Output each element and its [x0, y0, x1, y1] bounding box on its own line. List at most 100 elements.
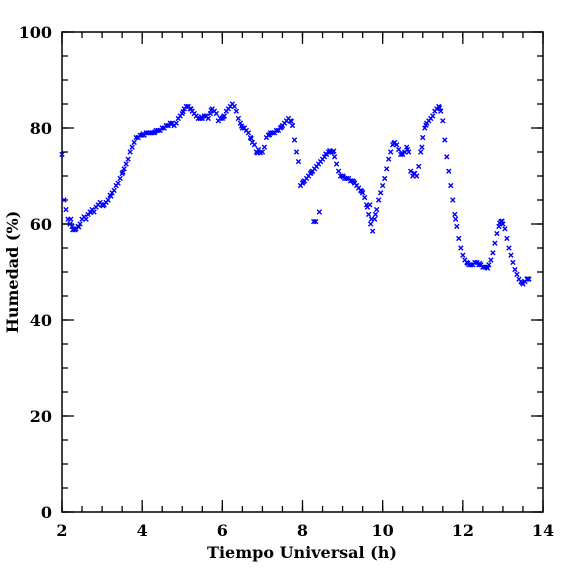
y-tick-label: 20	[30, 407, 52, 426]
data-point	[205, 115, 211, 122]
x-tick-label: 14	[532, 521, 554, 540]
data-point	[77, 221, 83, 227]
data-point	[266, 132, 273, 138]
data-point	[198, 114, 205, 120]
data-point	[367, 202, 373, 208]
x-tick-label: 2	[56, 521, 67, 540]
data-point	[446, 168, 452, 174]
y-tick-label: 0	[41, 503, 52, 522]
data-point	[450, 197, 456, 203]
data-point	[188, 106, 194, 112]
y-tick-label: 100	[19, 23, 52, 42]
data-point	[525, 276, 531, 282]
data-point	[420, 134, 426, 141]
y-tick-label: 40	[30, 311, 52, 330]
data-point	[404, 146, 411, 153]
data-point	[391, 140, 397, 147]
data-point	[340, 174, 347, 180]
data-point	[456, 235, 462, 242]
data-point	[251, 142, 258, 148]
data-point	[458, 245, 464, 251]
data-point	[331, 154, 338, 160]
data-point	[233, 108, 240, 114]
data-point	[123, 161, 129, 167]
data-point	[295, 158, 302, 165]
data-point	[331, 148, 337, 154]
data-point	[231, 103, 238, 110]
data-point	[323, 151, 329, 157]
data-point	[63, 206, 69, 213]
data-point	[452, 211, 458, 218]
data-point	[502, 226, 508, 232]
data-point	[385, 156, 392, 162]
data-point	[490, 250, 496, 256]
data-point	[111, 187, 117, 194]
data-point	[127, 149, 133, 155]
data-point	[120, 169, 126, 175]
x-axis-title: Tiempo Universal (h)	[207, 543, 397, 562]
data-point	[519, 279, 525, 286]
data-point	[444, 154, 450, 160]
x-tick-label: 10	[372, 521, 394, 540]
data-point	[368, 216, 375, 222]
data-point	[365, 211, 372, 218]
x-tick-label: 8	[297, 521, 308, 540]
data-point	[373, 206, 380, 213]
data-point	[168, 121, 174, 127]
data-point	[208, 107, 214, 113]
data-point	[288, 118, 294, 124]
data-point	[83, 216, 89, 222]
data-point	[387, 149, 394, 155]
data-point	[300, 179, 306, 185]
data-point	[248, 135, 254, 142]
data-point	[173, 120, 179, 126]
data-point	[361, 194, 368, 201]
data-point	[486, 262, 492, 268]
data-point	[394, 142, 400, 148]
data-point	[108, 193, 114, 199]
data-point	[238, 123, 245, 129]
data-point	[213, 110, 220, 117]
data-point	[245, 130, 252, 136]
data-point	[423, 122, 429, 128]
data-point	[383, 166, 390, 172]
data-point	[261, 144, 268, 150]
data-point	[291, 137, 298, 143]
x-tick-label: 6	[217, 521, 228, 540]
data-point	[88, 209, 94, 216]
data-point	[308, 169, 315, 175]
data-point	[454, 223, 460, 230]
data-point	[514, 271, 520, 278]
data-point	[367, 221, 374, 227]
data-point	[131, 139, 137, 146]
data-point	[152, 129, 158, 135]
data-point	[235, 115, 242, 122]
data-point	[418, 149, 424, 155]
data-point	[100, 203, 106, 209]
data-point	[510, 259, 516, 266]
data-point	[289, 122, 296, 129]
axis-tick-labels: 2 4 6 8 10 12 14 0 20 40 60 80 100	[19, 23, 555, 540]
data-point	[121, 166, 127, 172]
data-point	[372, 211, 379, 218]
data-point	[399, 150, 405, 156]
data-point	[411, 170, 417, 177]
data-point	[379, 182, 386, 189]
data-point	[129, 144, 135, 150]
data-point	[313, 218, 319, 225]
data-point	[59, 151, 65, 158]
data-point	[419, 144, 425, 150]
data-point	[278, 124, 285, 130]
data-point	[504, 235, 510, 242]
axis-ticks	[61, 31, 544, 513]
data-point	[508, 252, 514, 258]
data-point	[381, 175, 388, 182]
data-point	[259, 149, 266, 155]
data-point	[460, 252, 466, 258]
data-point	[452, 216, 459, 222]
data-point	[375, 197, 382, 203]
data-point	[333, 161, 340, 167]
data-points	[59, 101, 532, 287]
